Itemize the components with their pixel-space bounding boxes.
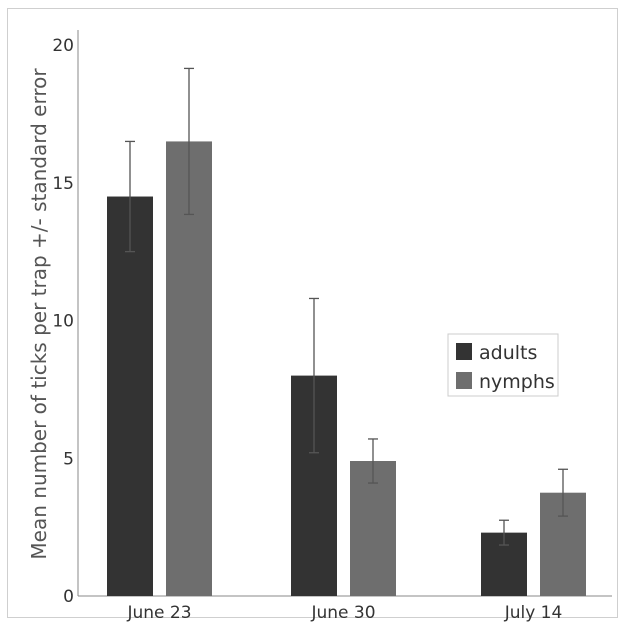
chart-frame: [7, 8, 618, 618]
bar-nymphs-june-23: [166, 141, 212, 597]
legend-label-nymphs: nymphs: [479, 371, 555, 393]
legend-swatch-adults: [456, 343, 472, 360]
legend-swatch-nymphs: [456, 372, 472, 389]
legend: adults nymphs: [447, 333, 559, 397]
x-tick-label: June 23: [126, 603, 191, 623]
legend-label-adults: adults: [479, 342, 537, 364]
y-tick-label: 0: [63, 587, 74, 607]
x-tick-label: June 30: [310, 603, 375, 623]
y-tick-label: 20: [52, 36, 74, 56]
y-tick-label: 10: [52, 312, 74, 332]
bar-adults-june-23: [107, 196, 153, 596]
x-tick-label: July 14: [504, 603, 563, 623]
y-axis-label: Mean number of ticks per trap +/- standa…: [27, 68, 51, 560]
y-tick-label: 5: [63, 449, 74, 469]
y-tick-label: 15: [52, 174, 74, 194]
